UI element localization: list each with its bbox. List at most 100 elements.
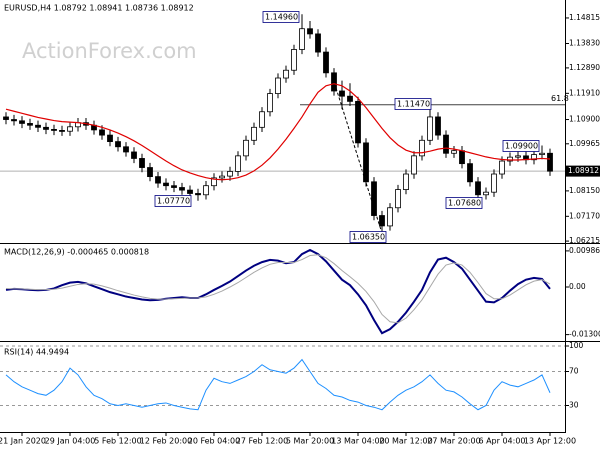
candle-body	[499, 160, 505, 175]
candle-body	[251, 126, 257, 141]
candle-body	[43, 126, 49, 130]
candle-body	[275, 77, 281, 94]
candle-body	[387, 207, 393, 227]
candle-body	[163, 182, 169, 187]
fib-level-label: 61.8	[551, 94, 569, 103]
candle-body	[475, 181, 481, 196]
candle-body	[307, 28, 313, 35]
x-tick-label: 27 Mar 20:00	[427, 437, 480, 446]
y-tick-label: 1.07170	[569, 211, 600, 220]
candle-body	[355, 100, 361, 144]
candle-body	[515, 155, 521, 158]
annotation: 1.09900	[505, 142, 538, 151]
candle-body	[547, 152, 553, 172]
annotation-box	[502, 140, 540, 152]
annotation: 1.07770	[157, 197, 190, 206]
y-tick-label: 0.00	[569, 282, 586, 291]
y-tick-label: 0.009862	[569, 246, 600, 255]
candle-body	[491, 173, 497, 193]
y-tick-label: 100	[569, 341, 584, 350]
y-tick-label: 1.10900	[569, 115, 600, 124]
candle-body	[451, 150, 457, 154]
candle-body	[195, 193, 201, 196]
x-tick-label: 6 Apr 04:00	[478, 437, 525, 446]
x-tick-label: 12 Feb 20:00	[140, 437, 192, 446]
current-price-label: 1.08912	[568, 166, 599, 175]
x-tick-label: 5 Feb 12:00	[94, 437, 141, 446]
x-tick-label: 5 Mar 20:00	[286, 437, 334, 446]
x-tick-label: 21 Jan 2020	[0, 437, 46, 446]
candle-body	[267, 93, 273, 113]
annotation: 1.14960	[265, 13, 298, 22]
candle-body	[203, 185, 209, 196]
y-tick-label: 1.12890	[569, 63, 600, 72]
candle-body	[371, 181, 377, 216]
candle-body	[211, 177, 217, 187]
candle-body	[363, 142, 369, 183]
annotation-box	[394, 98, 432, 110]
candle-body	[419, 139, 425, 157]
candle-body	[115, 141, 121, 148]
y-tick-label: 30	[569, 401, 579, 410]
y-tick-label: 1.08150	[569, 186, 600, 195]
candle-body	[187, 189, 193, 194]
annotation-box	[262, 11, 300, 23]
candle-body	[323, 51, 329, 74]
candle-body	[339, 90, 345, 97]
candle-body	[35, 124, 41, 128]
chart-header: EURUSD,H4 1.08792 1.08941 1.08736 1.0891…	[4, 4, 194, 13]
annotation-box	[154, 195, 192, 207]
candle-body	[147, 167, 153, 178]
x-tick-label: 29 Jan 04:00	[45, 437, 96, 446]
candle-body	[395, 189, 401, 209]
candle-body	[427, 116, 433, 141]
x-tick-label: 13 Mar 04:00	[331, 437, 384, 446]
y-tick-label: 1.14815	[569, 13, 600, 22]
indicator-line	[5, 358, 551, 411]
annotation-box	[349, 231, 387, 243]
candle-body	[179, 187, 185, 191]
indicator-line	[5, 248, 551, 335]
candle-body	[139, 158, 145, 168]
candle-body	[131, 151, 137, 159]
candle-body	[235, 155, 241, 172]
candle-body	[443, 134, 449, 154]
annotation-box	[445, 197, 483, 209]
candle-body	[291, 49, 297, 71]
candle-body	[459, 150, 465, 165]
candle-body	[59, 130, 65, 132]
candle-body	[403, 173, 409, 190]
candle-body	[19, 120, 25, 124]
candle-body	[67, 126, 73, 132]
candle-body	[539, 152, 545, 155]
candle-body	[283, 69, 289, 79]
y-tick-label: 1.13830	[569, 39, 600, 48]
indicator-line	[5, 254, 551, 324]
candle-body	[411, 155, 417, 175]
candle-body	[467, 163, 473, 183]
moving-average	[5, 83, 551, 181]
candle-body	[435, 116, 441, 136]
candle-body	[227, 171, 233, 177]
candle-body	[531, 154, 537, 161]
panel-title: MACD(12,26,9) -0.000465 0.000818	[4, 248, 149, 257]
y-tick-label: -0.013002	[569, 330, 600, 339]
candle-body	[107, 134, 113, 142]
candle-body	[27, 123, 33, 126]
x-tick-label: 20 Feb 04:00	[188, 437, 240, 446]
candle-body	[507, 156, 513, 162]
watermark: ActionForex.com	[22, 39, 197, 63]
y-tick-label: 70	[569, 367, 579, 376]
current-price-box	[566, 165, 600, 177]
candle-body	[99, 129, 105, 136]
candle-body	[155, 176, 161, 184]
candle-body	[11, 119, 17, 122]
candle-body	[171, 185, 177, 188]
candle-body	[331, 72, 337, 92]
y-tick-label: 1.09965	[569, 139, 600, 148]
y-tick-label: 1.06215	[569, 236, 600, 245]
candle-body	[347, 95, 353, 102]
candle-body	[483, 191, 489, 196]
candle-body	[123, 146, 129, 153]
